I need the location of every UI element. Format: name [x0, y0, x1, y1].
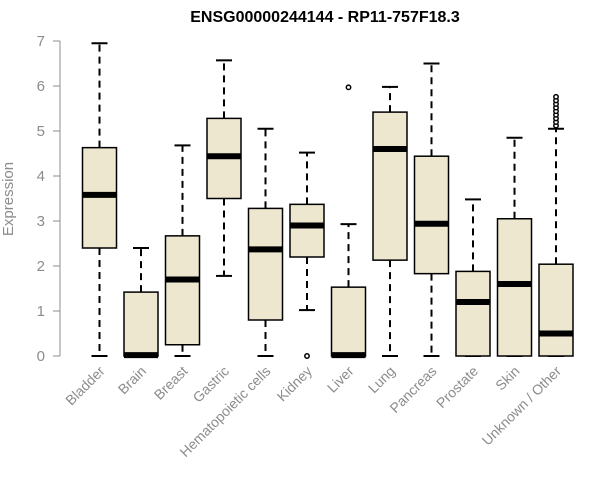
- box-kidney: [289, 151, 325, 359]
- box-pancreas: [413, 62, 450, 357]
- box-hematopoietic-cells: [247, 127, 284, 357]
- box-brain: [123, 247, 159, 359]
- box-iqr: [164, 235, 201, 346]
- box-lung: [372, 85, 408, 357]
- box-iqr: [330, 286, 367, 357]
- y-tick-label: 5: [37, 123, 45, 140]
- box-bladder: [81, 42, 118, 357]
- box-iqr: [289, 203, 325, 258]
- x-tick-label: Breast: [151, 363, 191, 403]
- x-tick-label: Lung: [365, 363, 398, 396]
- box-iqr: [455, 270, 491, 357]
- box-liver: [330, 84, 367, 359]
- x-tick-label: Liver: [324, 363, 357, 396]
- box-iqr: [413, 155, 450, 275]
- boxes-group: [81, 42, 574, 359]
- y-axis: 0 1 2 3 4 5 6 7: [37, 33, 61, 365]
- box-unknown-other: [538, 93, 574, 357]
- y-tick-label: 1: [37, 303, 45, 320]
- box-iqr: [538, 263, 574, 357]
- y-tick-label: 3: [37, 213, 45, 230]
- box-iqr: [123, 291, 159, 357]
- chart-title: ENSG00000244144 - RP11-757F18.3: [190, 9, 460, 26]
- outlier-point: [304, 353, 310, 359]
- box-iqr: [496, 218, 533, 357]
- y-tick-label: 4: [37, 168, 45, 185]
- x-tick-label: Prostate: [433, 363, 481, 411]
- x-tick-label: Brain: [115, 363, 149, 397]
- y-tick-label: 0: [37, 348, 45, 365]
- x-tick-label: Bladder: [62, 363, 108, 409]
- box-iqr: [247, 207, 284, 321]
- y-tick-label: 7: [37, 33, 45, 50]
- outlier-point: [553, 93, 559, 100]
- outlier-point: [345, 84, 352, 91]
- box-skin: [496, 136, 533, 357]
- x-tick-label: Unknown / Other: [479, 363, 565, 449]
- x-tick-label: Kidney: [274, 363, 316, 405]
- box-iqr: [372, 111, 408, 261]
- y-tick-label: 6: [37, 78, 45, 95]
- x-tick-label: Skin: [492, 363, 523, 394]
- y-axis-label: Expression: [0, 162, 17, 236]
- y-tick-label: 2: [37, 258, 45, 275]
- box-gastric: [206, 59, 242, 277]
- box-breast: [164, 144, 201, 357]
- box-prostate: [455, 198, 491, 357]
